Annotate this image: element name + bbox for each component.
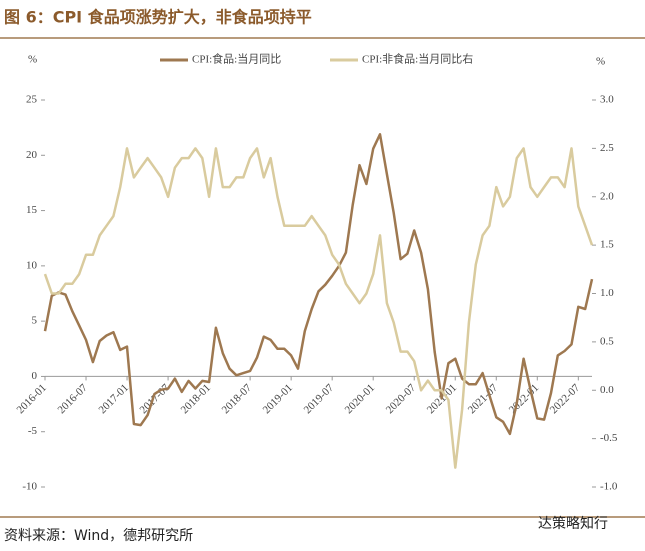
x-tick-label: 2019-07 [302,382,337,417]
chart-title: 图 6：CPI 食品项涨势扩大，非食品项持平 [4,8,312,27]
y2-tick-label: 3.0 [600,94,614,106]
series-line [43,133,594,436]
y2-tick-label: 0.5 [600,335,614,347]
x-tick-label: 2017-01 [97,382,131,416]
y2-tick-label: -1.0 [600,481,618,493]
y-tick-label: 0 [32,370,38,382]
watermark: 达策略知行 [538,515,608,532]
legend-label: CPI:食品:当月同比 [192,52,281,66]
x-tick-label: 2020-01 [343,382,377,416]
source: 资料来源：Wind，德邦研究所 [4,528,193,544]
y-tick-label: -5 [28,425,38,437]
y2-tick-label: 1.5 [600,239,614,251]
y-tick-label: 10 [26,259,38,271]
y-unit: % [28,54,37,66]
x-tick-label: 2016-07 [56,382,91,417]
y2-unit: % [596,56,605,68]
y2-tick-label: 2.5 [600,142,614,154]
y-tick-label: -10 [22,481,37,493]
y-tick-label: 15 [26,204,38,216]
y2-tick-label: 0.0 [600,384,614,396]
x-tick-label: 2017-07 [138,382,173,417]
y2-tick-label: -0.5 [600,432,618,444]
y-tick-label: 25 [26,94,38,106]
y2-tick-label: 2.0 [600,190,614,202]
series-line [43,147,594,469]
y2-tick-label: 1.0 [600,287,614,299]
x-tick-label: 2018-07 [220,382,255,417]
y-tick-label: 5 [32,315,38,327]
x-tick-label: 2020-07 [384,382,419,417]
y-tick-label: 20 [26,149,38,161]
x-tick-label: 2016-01 [14,382,48,416]
x-tick-label: 2019-01 [261,382,295,416]
legend-label: CPI:非食品:当月同比右 [362,52,473,66]
